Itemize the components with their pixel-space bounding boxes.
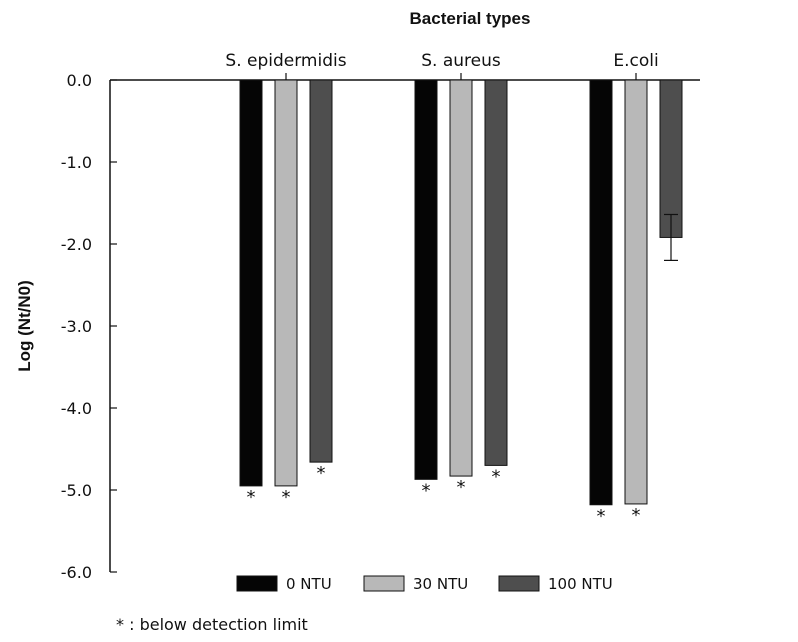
y-tick-label: -3.0 (61, 317, 92, 336)
y-axis: 0.0 -1.0 -2.0 -3.0 -4.0 -5.0 -6.0 (61, 71, 117, 582)
legend: 0 NTU 30 NTU 100 NTU (236, 575, 613, 593)
y-tick-label: -6.0 (61, 563, 92, 582)
y-tick-label: -4.0 (61, 399, 92, 418)
bar (484, 79, 508, 466)
y-tick-label: 0.0 (67, 71, 92, 90)
category-label: S. aureus (421, 51, 501, 71)
bar (309, 79, 333, 463)
bar (659, 79, 683, 238)
legend-swatch (498, 575, 540, 592)
legend-label: 30 NTU (413, 575, 468, 593)
bar (414, 79, 438, 480)
y-tick-label: -5.0 (61, 481, 92, 500)
y-tick-label: -2.0 (61, 235, 92, 254)
bar (449, 79, 473, 477)
legend-label: 100 NTU (548, 575, 613, 593)
y-tick-label: -1.0 (61, 153, 92, 172)
legend-swatch (363, 575, 405, 592)
detection-limit-marker: * (632, 505, 641, 526)
chart-title: Bacterial types (410, 9, 531, 28)
detection-limit-marker: * (247, 487, 256, 508)
bar (274, 79, 298, 487)
detection-limit-marker: * (422, 480, 431, 501)
legend-label: 0 NTU (286, 575, 332, 593)
bar (589, 79, 613, 506)
category-label: S. epidermidis (225, 51, 346, 71)
bar (624, 79, 648, 505)
category-label: E.coli (613, 51, 658, 71)
detection-limit-marker: * (597, 506, 606, 527)
category-axis: S. epidermidis S. aureus E.coli (110, 51, 700, 81)
y-axis-label: Log (Nt/N0) (15, 280, 34, 372)
detection-limit-marker: * (282, 487, 291, 508)
detection-limit-marker: * (492, 466, 501, 487)
detection-limit-marker: * (457, 477, 466, 498)
legend-swatch (236, 575, 278, 592)
footnote: * : below detection limit (116, 615, 308, 634)
bar (239, 79, 263, 487)
bars: * * * * * * * * (239, 79, 683, 527)
detection-limit-marker: * (317, 463, 326, 484)
